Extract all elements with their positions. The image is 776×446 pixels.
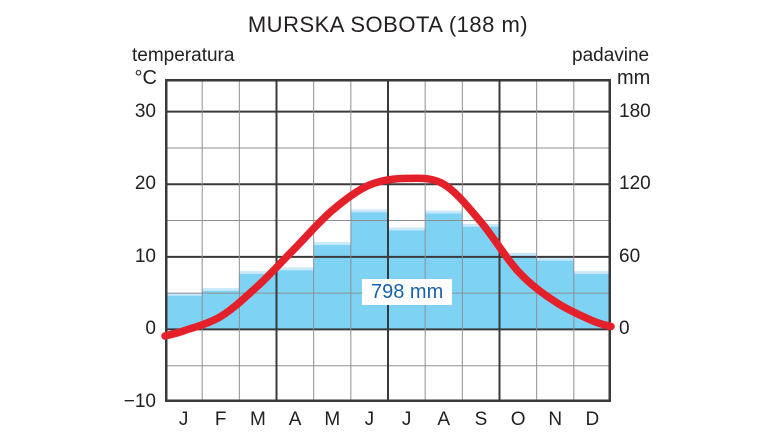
precip-bar-top-edge (425, 210, 463, 214)
precipitation-tick-label: 180 (619, 100, 651, 122)
climograph-plot (161, 79, 615, 402)
precip-bar-A (276, 267, 314, 330)
month-label: N (548, 409, 563, 430)
precip-bar-J (350, 209, 388, 330)
precip-bar-O (499, 253, 537, 330)
precip-bar-top-edge (165, 293, 203, 296)
temperature-tick-label: 30 (134, 100, 156, 122)
precipitation-tick-label: 0 (619, 318, 630, 340)
month-label: A (288, 409, 302, 430)
precipitation-axis-unit: mm (617, 67, 651, 89)
precip-bar-top-edge (313, 242, 351, 245)
temperature-tick-label: 10 (134, 245, 156, 267)
precip-bar-top-edge (276, 267, 314, 271)
annual-precipitation-badge: 798 mm (362, 279, 453, 305)
month-label: J (178, 409, 189, 430)
month-label: M (249, 409, 266, 430)
month-label: D (585, 409, 600, 430)
month-label: A (437, 409, 451, 430)
temperature-tick-label: 0 (145, 318, 156, 340)
month-label: J (364, 409, 375, 430)
precip-bar-top-edge (499, 253, 537, 256)
precip-bar-top-edge (536, 258, 574, 261)
temperature-axis-unit: °C (134, 67, 157, 89)
precip-bar-top-edge (573, 271, 611, 274)
precipitation-tick-label: 60 (619, 245, 641, 267)
chart-title: MURSKA SOBOTA (188 m) (247, 12, 529, 37)
precip-bar-A (425, 210, 463, 330)
month-label: S (474, 409, 488, 430)
precip-bar-top-edge (388, 227, 426, 231)
precip-bar-M (313, 242, 351, 330)
month-label: O (510, 409, 526, 430)
plot-frame (165, 79, 611, 402)
temperature-tick-label: −10 (123, 391, 156, 412)
temperature-curve (161, 174, 615, 340)
month-label: M (324, 409, 341, 430)
precip-bar-top-edge (239, 271, 277, 274)
month-label: J (401, 409, 412, 430)
temperature-axis-label: temperatura (132, 45, 235, 66)
precip-bar-top-edge (202, 288, 240, 291)
precip-bar-J (388, 227, 426, 330)
precipitation-tick-label: 120 (619, 173, 651, 195)
temperature-tick-label: 20 (134, 173, 156, 195)
month-label: F (214, 409, 227, 430)
precipitation-axis-label: padavine (572, 45, 650, 66)
precip-bar-top-edge (350, 209, 388, 213)
